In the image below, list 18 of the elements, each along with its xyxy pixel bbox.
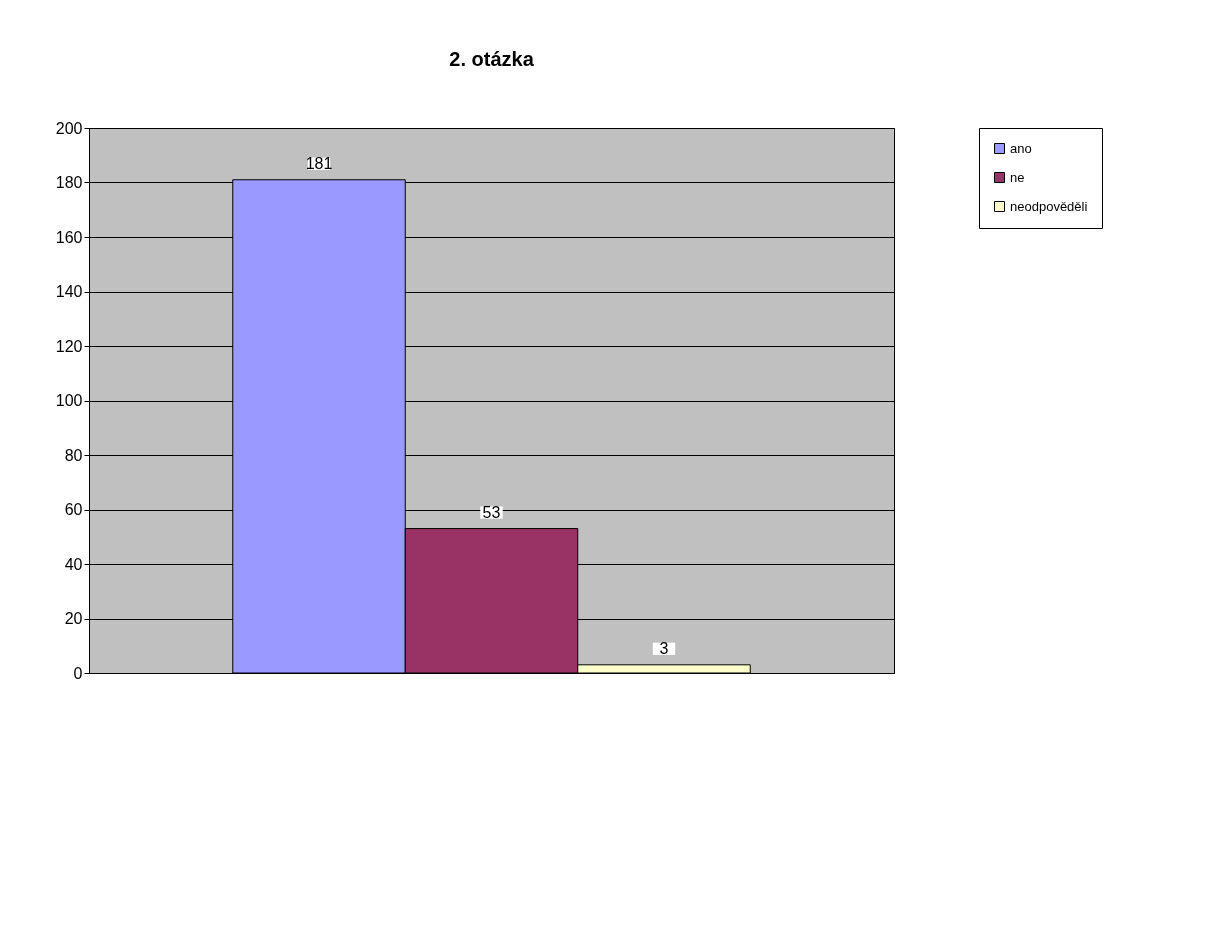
y-tick-label: 0 — [73, 664, 83, 682]
y-tick-label: 140 — [55, 283, 83, 300]
y-tick-label: 20 — [64, 610, 83, 627]
y-tick-label: 80 — [64, 446, 83, 464]
y-tick-label: 40 — [64, 555, 83, 573]
y-tick-label: 100 — [55, 392, 83, 409]
y-tick-label: 180 — [55, 174, 83, 191]
legend-label: neodpověděli — [1010, 198, 1088, 214]
y-tick-label: 60 — [64, 501, 83, 518]
legend-label: ne — [1010, 169, 1025, 185]
y-tick-label: 200 — [55, 119, 83, 137]
data-label: 181 — [305, 154, 333, 172]
data-label: 53 — [482, 503, 501, 521]
chart-title: 2. otázka — [449, 48, 535, 70]
legend-label: ano — [1010, 140, 1032, 156]
y-tick-label: 120 — [55, 337, 83, 355]
data-label: 3 — [659, 639, 669, 657]
y-tick-label: 160 — [55, 228, 83, 246]
